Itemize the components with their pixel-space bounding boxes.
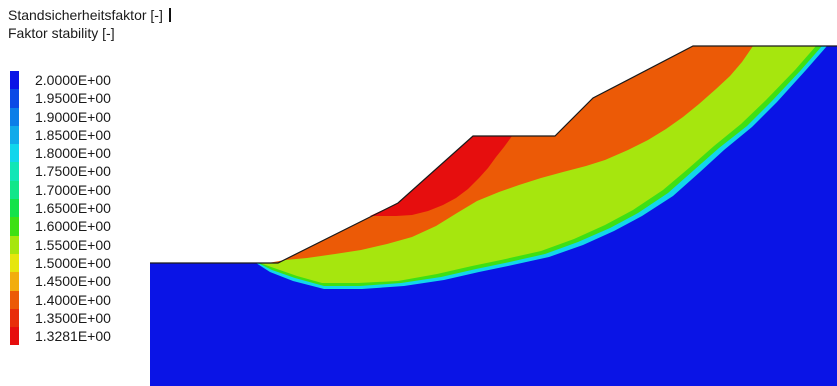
legend-item-11: 1.5000E+00 <box>10 253 140 273</box>
legend-label: 1.3281E+00 <box>35 328 111 345</box>
legend-swatch <box>10 125 19 145</box>
legend-item-6: 1.7500E+00 <box>10 162 140 181</box>
legend-label: 1.7500E+00 <box>35 163 111 180</box>
legend-swatch <box>10 308 19 328</box>
legend-label: 1.4500E+00 <box>35 273 111 290</box>
legend-swatch <box>10 89 19 108</box>
legend-item-10: 1.5500E+00 <box>10 235 140 254</box>
legend-item-9: 1.6000E+00 <box>10 217 140 236</box>
legend-swatch <box>10 272 19 291</box>
legend-swatch <box>10 235 19 254</box>
legend-label: 1.5000E+00 <box>35 254 111 271</box>
legend-item-5: 1.8000E+00 <box>10 144 140 163</box>
legend-swatch <box>10 71 19 90</box>
legend-label: 2.0000E+00 <box>35 72 111 88</box>
slope-surface-outline <box>150 45 837 264</box>
legend-item-12: 1.4500E+00 <box>10 272 140 291</box>
legend-swatch <box>10 199 19 218</box>
legend-item-1: 2.0000E+00 <box>10 71 140 90</box>
legend-label: 1.8000E+00 <box>35 145 111 162</box>
legend-swatch <box>10 217 19 236</box>
legend-swatch <box>10 144 19 163</box>
legend-title-en: Faktor stability [-] <box>8 25 115 41</box>
legend-label: 1.6000E+00 <box>35 218 111 235</box>
legend-item-2: 1.9500E+00 <box>10 89 140 108</box>
legend-item-7: 1.7000E+00 <box>10 180 140 200</box>
legend-item-15: 1.3281E+00 <box>10 327 140 346</box>
color-legend: 2.0000E+00 1.9500E+00 1.9000E+00 1.8500E… <box>10 71 140 346</box>
legend-item-14: 1.3500E+00 <box>10 308 140 328</box>
legend-label: 1.7000E+00 <box>35 181 111 198</box>
legend-item-3: 1.9000E+00 <box>10 107 140 126</box>
legend-swatch <box>10 107 19 126</box>
legend-label: 1.6500E+00 <box>35 200 111 217</box>
legend-label: 1.4000E+00 <box>35 291 111 308</box>
legend-item-13: 1.4000E+00 <box>10 290 140 309</box>
legend-title-de: Standsicherheitsfaktor [-] <box>8 6 171 24</box>
legend-title-block: Standsicherheitsfaktor [-] Faktor stabil… <box>8 6 171 42</box>
legend-label: 1.5500E+00 <box>35 236 111 253</box>
legend-label: 1.9000E+00 <box>35 108 111 125</box>
legend-label: 1.3500E+00 <box>35 309 111 326</box>
legend-swatch <box>10 162 19 181</box>
text-cursor <box>168 8 171 22</box>
legend-label: 1.9500E+00 <box>35 90 111 107</box>
legend-label: 1.8500E+00 <box>35 126 111 143</box>
zone-factor-1-33 <box>370 136 512 216</box>
legend-swatch <box>10 327 19 346</box>
legend-swatch <box>10 290 19 309</box>
legend-item-8: 1.6500E+00 <box>10 199 140 218</box>
legend-swatch <box>10 253 19 273</box>
legend-item-4: 1.8500E+00 <box>10 125 140 145</box>
legend-swatch <box>10 180 19 200</box>
